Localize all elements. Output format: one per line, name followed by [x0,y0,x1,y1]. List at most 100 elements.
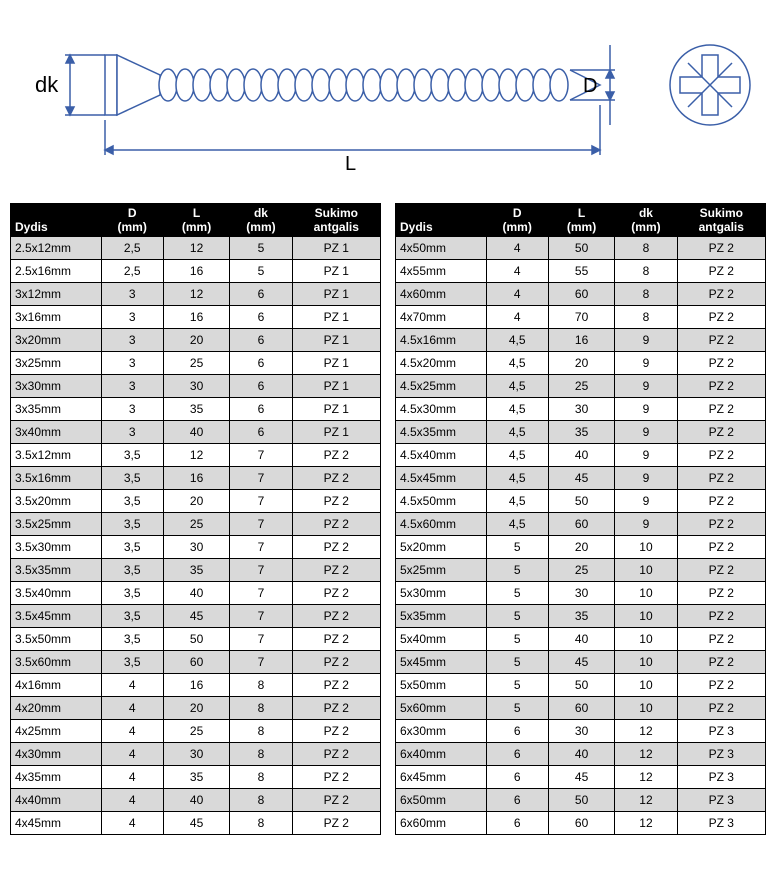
cell: 4,5 [486,467,548,490]
cell: 40 [163,421,230,444]
cell: 4.5x30mm [396,398,487,421]
table-row: 4.5x50mm4,5509PZ 2 [396,490,766,513]
cell: 8 [230,789,292,812]
cell: PZ 2 [677,651,765,674]
cell: 10 [615,628,677,651]
cell: 3x12mm [11,283,102,306]
table-row: 3x12mm3126PZ 1 [11,283,381,306]
cell: 25 [163,352,230,375]
cell: 7 [230,513,292,536]
cell: 4.5x20mm [396,352,487,375]
cell: PZ 1 [292,260,380,283]
cell: 4x35mm [11,766,102,789]
cell: 40 [548,743,615,766]
table-row: 4x35mm4358PZ 2 [11,766,381,789]
table-row: 5x30mm53010PZ 2 [396,582,766,605]
cell: 3x35mm [11,398,102,421]
table-row: 4x25mm4258PZ 2 [11,720,381,743]
cell: 7 [230,651,292,674]
cell: PZ 3 [677,743,765,766]
cell: 6 [230,329,292,352]
table-row: 3x40mm3406PZ 1 [11,421,381,444]
cell: PZ 2 [677,352,765,375]
cell: 20 [548,536,615,559]
table-row: 3.5x25mm3,5257PZ 2 [11,513,381,536]
cell: PZ 2 [677,421,765,444]
cell: 9 [615,398,677,421]
table-row: 4x70mm4708PZ 2 [396,306,766,329]
cell: 9 [615,490,677,513]
cell: PZ 2 [677,605,765,628]
cell: 4 [101,766,163,789]
cell: 12 [163,444,230,467]
cell: 25 [548,375,615,398]
cell: 5 [486,674,548,697]
table-row: 3x20mm3206PZ 1 [11,329,381,352]
cell: 5 [486,559,548,582]
cell: PZ 1 [292,421,380,444]
cell: 12 [615,743,677,766]
cell: 7 [230,628,292,651]
cell: PZ 2 [677,467,765,490]
cell: 4 [486,237,548,260]
cell: PZ 2 [677,674,765,697]
cell: 10 [615,674,677,697]
col-header: L(mm) [163,204,230,237]
cell: 6 [230,421,292,444]
cell: 16 [163,467,230,490]
cell: 3,5 [101,467,163,490]
cell: 60 [548,812,615,835]
cell: 45 [163,605,230,628]
cell: 10 [615,559,677,582]
cell: 4.5x25mm [396,375,487,398]
cell: PZ 2 [677,398,765,421]
cell: 60 [548,697,615,720]
table-row: 4x60mm4608PZ 2 [396,283,766,306]
table-row: 3.5x50mm3,5507PZ 2 [11,628,381,651]
cell: 4,5 [486,490,548,513]
cell: 5x25mm [396,559,487,582]
cell: PZ 2 [677,536,765,559]
table-row: 4x30mm4308PZ 2 [11,743,381,766]
cell: 6x50mm [396,789,487,812]
cell: 5x45mm [396,651,487,674]
cell: 6x30mm [396,720,487,743]
cell: 70 [548,306,615,329]
table-row: 4x16mm4168PZ 2 [11,674,381,697]
cell: 2.5x16mm [11,260,102,283]
cell: PZ 3 [677,789,765,812]
tables-wrap: DydisD(mm)L(mm)dk(mm)Sukimoantgalis2.5x1… [10,203,776,835]
cell: 4x50mm [396,237,487,260]
cell: PZ 2 [677,329,765,352]
cell: PZ 1 [292,398,380,421]
cell: 4,5 [486,375,548,398]
cell: 9 [615,513,677,536]
cell: 3,5 [101,628,163,651]
cell: 6 [230,306,292,329]
cell: PZ 2 [292,536,380,559]
cell: 3 [101,306,163,329]
cell: 7 [230,467,292,490]
cell: 6 [230,375,292,398]
cell: 8 [230,812,292,835]
cell: 6 [486,766,548,789]
cell: PZ 2 [292,444,380,467]
cell: 45 [548,467,615,490]
col-header: L(mm) [548,204,615,237]
cell: PZ 2 [292,628,380,651]
col-header: Sukimoantgalis [292,204,380,237]
cell: 30 [548,398,615,421]
cell: 4.5x16mm [396,329,487,352]
cell: 35 [163,398,230,421]
cell: 3.5x30mm [11,536,102,559]
cell: 50 [548,490,615,513]
cell: 45 [548,766,615,789]
cell: 3,5 [101,559,163,582]
cell: 4,5 [486,421,548,444]
cell: 5x35mm [396,605,487,628]
cell: 2,5 [101,260,163,283]
cell: 7 [230,605,292,628]
table-row: 4.5x40mm4,5409PZ 2 [396,444,766,467]
cell: 4x16mm [11,674,102,697]
cell: PZ 2 [677,283,765,306]
